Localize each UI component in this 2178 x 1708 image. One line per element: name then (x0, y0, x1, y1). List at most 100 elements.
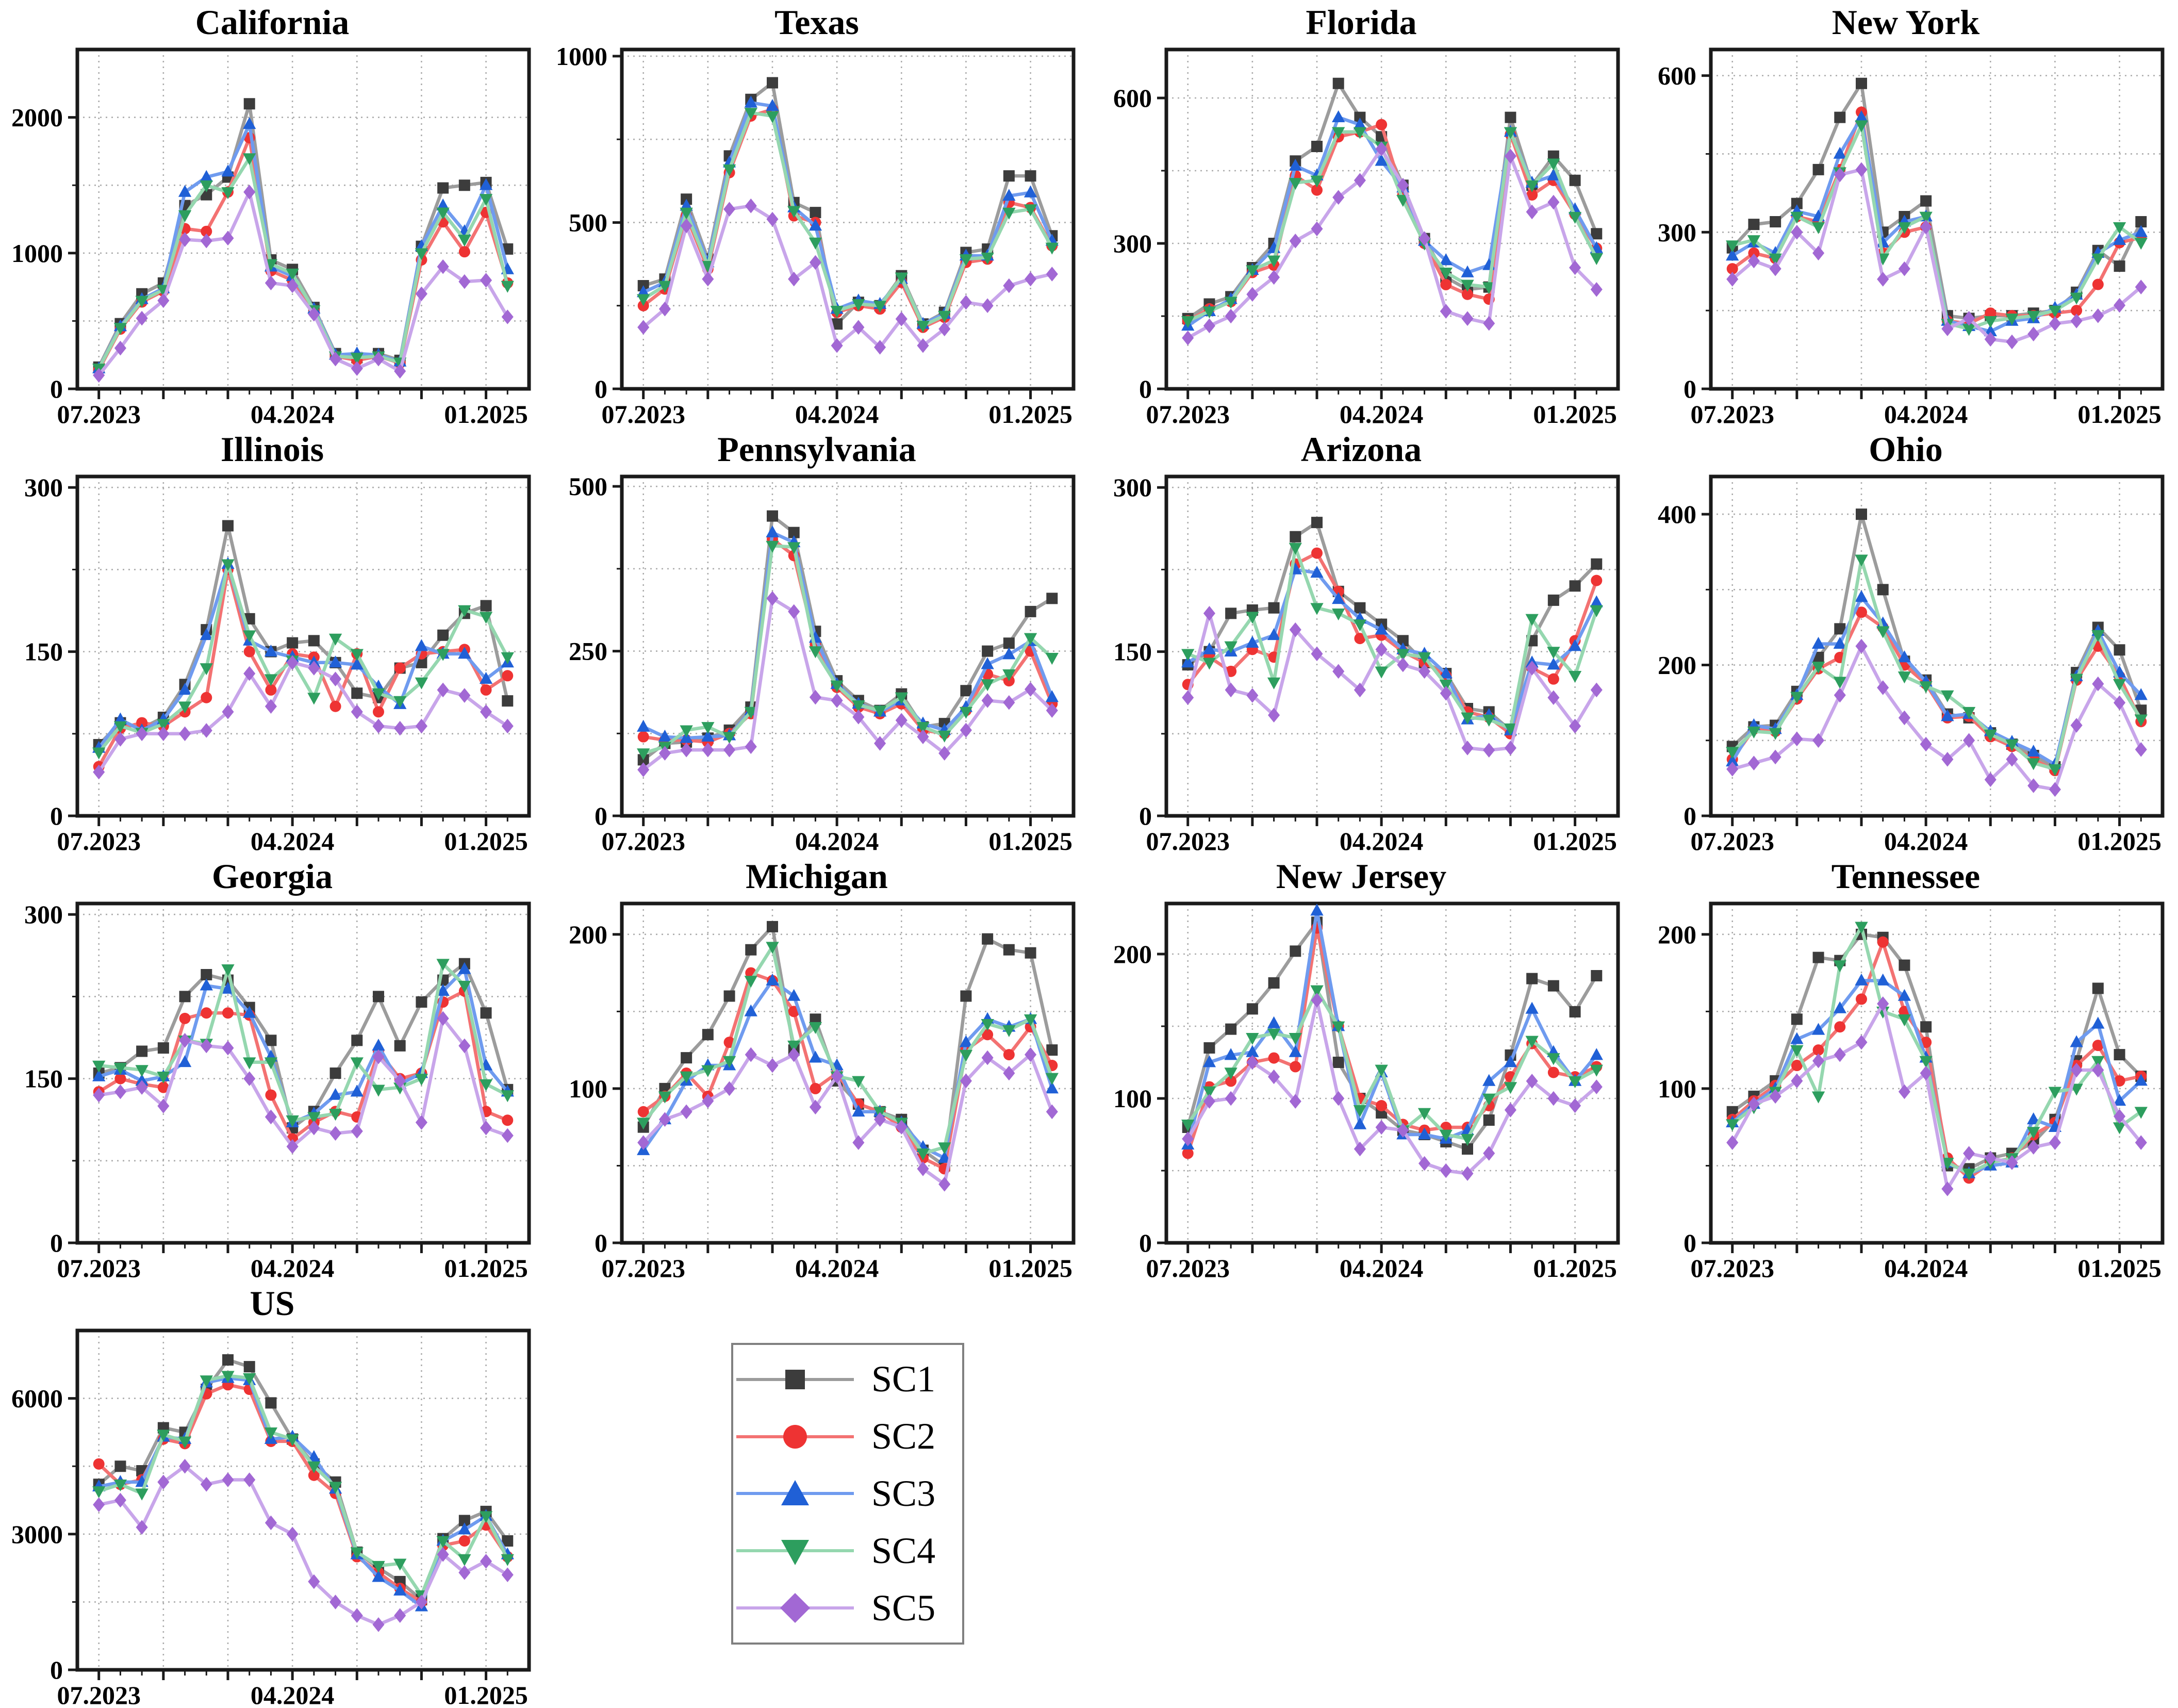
data-point-SC4 (1439, 268, 1453, 280)
gridlines (1711, 477, 2163, 816)
data-point-SC5 (1984, 1151, 1996, 1165)
data-point-SC5 (1397, 657, 1409, 672)
data-point-SC5 (1461, 1166, 1474, 1181)
data-point-SC1 (394, 1040, 406, 1052)
data-point-SC1 (831, 318, 843, 330)
data-point-SC4 (307, 1461, 321, 1473)
sc5-legend-sample (736, 1593, 854, 1623)
data-point-SC1 (265, 1397, 277, 1409)
data-point-SC5 (831, 1069, 843, 1084)
data-point-SC4 (1919, 681, 1933, 694)
data-point-SC5 (437, 682, 449, 698)
series-line-SC4 (98, 962, 508, 1122)
data-point-SC4 (1045, 653, 1059, 665)
data-point-SC1 (982, 645, 994, 657)
series-SC3 (92, 962, 514, 1127)
y-tick-label: 500 (569, 472, 607, 501)
data-point-SC4 (200, 1375, 213, 1388)
legend-label-sc2: SC2 (871, 1416, 936, 1457)
data-point-SC4 (1525, 180, 1539, 192)
data-point-SC4 (1962, 707, 1976, 719)
data-point-SC4 (113, 1479, 127, 1492)
data-point-SC1 (480, 600, 492, 612)
series-SC3 (1726, 590, 2148, 769)
data-point-SC1 (1812, 951, 1824, 963)
data-point-SC3 (1310, 904, 1324, 916)
data-point-SC5 (1547, 194, 1560, 210)
legend-label-sc4: SC4 (871, 1530, 936, 1571)
y-tick-label: 200 (569, 920, 607, 949)
series-SC1 (93, 1354, 514, 1606)
data-point-SC4 (1726, 747, 1739, 759)
data-point-SC3 (1246, 635, 1259, 648)
data-point-SC4 (2113, 1122, 2126, 1135)
data-point-SC4 (1439, 679, 1453, 692)
data-point-SC4 (415, 1074, 428, 1086)
data-point-SC3 (372, 1039, 385, 1051)
data-point-SC3 (1310, 566, 1324, 578)
data-point-SC4 (2005, 313, 2019, 326)
data-point-SC1 (2114, 1049, 2125, 1061)
data-point-SC2 (637, 1106, 649, 1118)
data-point-SC1 (1569, 580, 1581, 592)
data-point-SC4 (307, 693, 321, 705)
data-point-SC4 (2134, 1107, 2148, 1119)
data-point-SC5 (394, 364, 406, 379)
series-line-SC3 (642, 101, 1054, 326)
x-tick-label: 01.2025 (444, 400, 528, 427)
data-point-SC5 (372, 351, 385, 367)
data-point-SC1 (458, 1515, 470, 1526)
data-point-SC2 (201, 692, 212, 703)
data-point-SC4 (1224, 297, 1238, 309)
data-point-SC4 (1310, 985, 1324, 997)
x-tick-label: 04.2024 (251, 1254, 335, 1281)
data-point-SC3 (458, 647, 471, 659)
axis-labels: 0 300 600 07.2023 04.2024 01.2025 (1658, 61, 2162, 427)
data-point-SC4 (830, 306, 844, 318)
plot-border (620, 474, 1076, 818)
data-point-SC4 (436, 959, 450, 971)
data-point-SC3 (1002, 189, 1016, 201)
series-line-SC3 (1186, 909, 1598, 1145)
data-point-SC5 (2092, 308, 2104, 323)
data-point-SC3 (808, 219, 822, 231)
data-point-SC5 (852, 320, 865, 335)
data-point-SC3 (2134, 688, 2148, 700)
data-point-SC1 (1290, 945, 1301, 957)
data-point-SC4 (501, 281, 514, 293)
y-tick-label: 600 (1658, 61, 1696, 90)
data-point-SC3 (701, 729, 715, 742)
data-point-SC4 (2113, 679, 2126, 691)
sc4-triangle-down-marker-icon (781, 1540, 809, 1566)
data-point-SC4 (1267, 677, 1281, 689)
y-tick-label: 0 (1139, 374, 1152, 403)
data-point-SC4 (1353, 127, 1367, 139)
data-point-SC4 (1002, 669, 1016, 682)
series-SC4 (1726, 554, 2148, 777)
series-SC3 (1181, 562, 1603, 735)
data-point-SC1 (222, 1354, 234, 1366)
y-tick-label: 1000 (11, 239, 63, 268)
x-tick-label: 07.2023 (1146, 827, 1230, 854)
data-point-SC4 (178, 210, 192, 222)
x-tick-label: 01.2025 (2077, 1254, 2162, 1281)
data-point-SC4 (916, 1148, 930, 1161)
data-point-SC4 (1568, 211, 1582, 224)
data-point-SC2 (1268, 1052, 1280, 1064)
axis-labels: 0 1000 2000 07.2023 04.2024 01.2025 (11, 103, 528, 427)
data-point-SC5 (1855, 1034, 1868, 1050)
data-point-SC4 (1941, 1158, 1954, 1170)
data-point-SC3 (1332, 592, 1345, 604)
data-point-SC1 (351, 687, 363, 699)
x-tick-label: 04.2024 (795, 400, 879, 427)
data-point-SC5 (265, 1515, 277, 1531)
data-point-SC4 (1289, 178, 1302, 190)
data-point-SC3 (2091, 1016, 2105, 1029)
data-point-SC5 (114, 340, 126, 356)
data-point-SC4 (959, 707, 973, 719)
data-point-SC3 (1504, 1055, 1517, 1068)
data-point-SC1 (437, 629, 449, 641)
data-point-SC5 (1440, 304, 1452, 319)
series-line-SC2 (643, 537, 1054, 744)
data-point-SC1 (1462, 1143, 1473, 1155)
